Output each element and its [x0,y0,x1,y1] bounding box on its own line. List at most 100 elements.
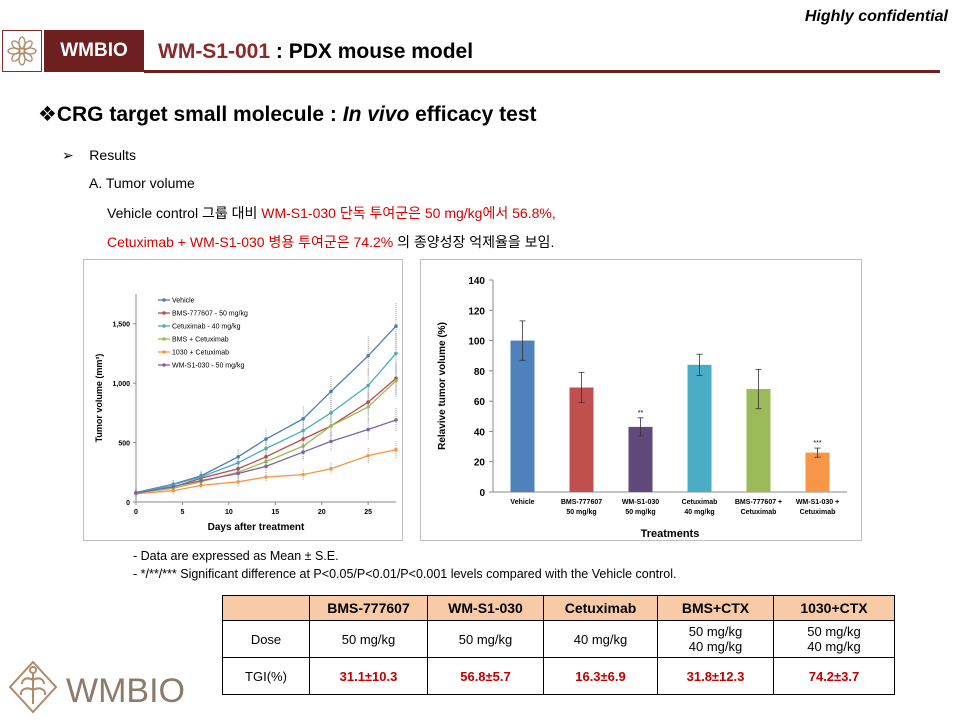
data-point [301,437,305,441]
diamond-bullet-icon: ❖ [38,103,57,126]
data-point [366,383,370,388]
title-rest: : PDX mouse model [270,40,474,63]
bar [687,364,712,492]
line-chart-svg: 0 500 1,000 1,500 0 5 10 15 20 25 Days after treat… [94,294,398,533]
y-tick-label: 100 [468,337,485,348]
significance-label: *** [813,440,821,447]
data-point [301,450,305,454]
data-point [366,427,370,432]
y-tick-label: 40 [474,427,486,438]
y-tick-label: 120 [468,306,485,317]
legend-marker [162,363,166,367]
legend-label: Cetuximab - 40 mg/kg [172,324,241,331]
legend-label: WM-S1-030 - 50 mg/kg [172,363,244,370]
legend-label: Vehicle [172,298,195,305]
data-point [366,453,370,458]
summary-highlight: Cetuximab + WM-S1-030 병용 투여군은 74.2% [107,234,394,250]
data-point [301,417,305,421]
confidential-label: Highly confidential [804,8,948,25]
x-tick-label: WM-S1-030 [622,499,659,506]
y-tick-label: 140 [468,276,485,287]
results-label: Results [89,147,136,163]
data-point [394,378,398,383]
dose-cell: 50 mg/kg [309,620,428,658]
x-tick-label: Cetuximab [741,509,777,516]
data-point [236,479,240,484]
section-title-prefix: CRG target small molecule : [56,103,343,126]
x-tick-label: BMS-777607 [561,499,602,506]
brand-logo-icon [2,30,42,72]
significance-label: ** [638,410,644,417]
data-point [329,439,333,444]
summary-text: Vehicle control 그룹 대비 [107,205,262,221]
tgi-cell: 31.8±12.3 [657,657,774,695]
x-tick-label: 25 [364,509,372,516]
dose-cell: 40 mg/kg [543,620,658,658]
data-point [366,405,370,409]
bar [510,340,535,492]
table-header-cell: 1030+CTX [773,595,895,621]
table-header-cell: Cetuximab [543,595,658,621]
y-tick-label: 20 [474,458,486,469]
y-tick-label: 60 [474,397,486,408]
data-point [199,475,203,479]
footer-logo-icon: WMBIO [8,660,185,714]
x-tick-label: 40 mg/kg [684,509,714,516]
tgi-cell: 74.2±3.7 [773,657,895,695]
table-row: Dose 50 mg/kg 50 mg/kg 40 mg/kg 50 mg/kg… [222,620,895,658]
note-significance: - */**/*** Significant difference at P<0… [133,567,677,581]
section-title: ❖CRG target small molecule : In vivo eff… [38,102,537,127]
data-point [329,424,333,428]
results-bullet: ➢ Results [62,147,136,164]
y-tick-label: 1,000 [112,381,130,388]
legend-marker [162,298,166,302]
section-title-suffix: efficacy test [409,103,537,126]
legend-label: BMS + Cetuximab [172,337,229,344]
dose-line: 50 mg/kg [688,624,743,639]
dose-cell: 50 mg/kg 40 mg/kg [657,620,774,658]
dose-cell: 50 mg/kg [427,620,544,658]
table-header-cell [222,595,310,621]
footer-logo-text: WMBIO [66,672,185,710]
y-tick-label: 1,500 [112,322,130,329]
y-axis-title: Relavive tumor volume (%) [437,322,448,450]
data-point [329,466,333,471]
footer-logo: WMBIO [6,658,218,716]
bar-chart-svg: 0 20 40 60 80 100 120 140 Relavive tumor volume … [437,276,847,540]
data-point [171,488,175,493]
data-point [199,478,203,483]
summary-line-2: Cetuximab + WM-S1-030 병용 투여군은 74.2% 의 종양… [107,232,554,252]
data-point [394,351,398,356]
section-title-italic: In vivo [342,103,410,126]
dose-line: 40 mg/kg [688,639,743,654]
dose-line: 50 mg/kg [807,624,861,639]
note-mean-se: - Data are expressed as Mean ± S.E. [133,549,339,563]
arrow-bullet-icon: ➢ [62,147,74,163]
data-point [394,324,398,328]
table-header-cell: BMS+CTX [657,595,774,621]
x-tick-label: 5 [180,509,184,516]
data-point [236,471,240,476]
table-header-cell: BMS-777607 [309,595,428,621]
tgi-label: TGI(%) [222,657,310,695]
x-tick-label: BMS-777607 + [735,499,782,506]
data-point [301,472,305,477]
x-axis-title: Days after treatment [208,522,305,533]
data-point [301,428,305,433]
data-point [264,464,268,469]
x-tick-label: 20 [318,509,326,516]
x-tick-label: Vehicle [510,499,534,506]
x-tick-label: WM-S1-030 + [796,499,839,506]
summary-highlight: WM-S1-030 단독 투여군은 50 mg/kg에서 56.8%, [261,205,556,221]
data-point [329,411,333,415]
table-row: TGI(%) 31.1±10.3 56.8±5.7 16.3±6.9 31.8±… [222,657,895,695]
dose-cell: 50 mg/kg 40 mg/kg [773,620,895,658]
y-tick-label: 500 [118,441,130,448]
legend-marker [162,337,166,341]
bar [569,387,594,492]
data-point [264,437,268,441]
tumor-volume-line-chart: 0 500 1,000 1,500 0 5 10 15 20 25 Days after treat… [83,259,403,541]
legend-marker [162,324,166,328]
dose-label: Dose [222,620,310,658]
x-axis-title: Treatments [641,528,700,540]
